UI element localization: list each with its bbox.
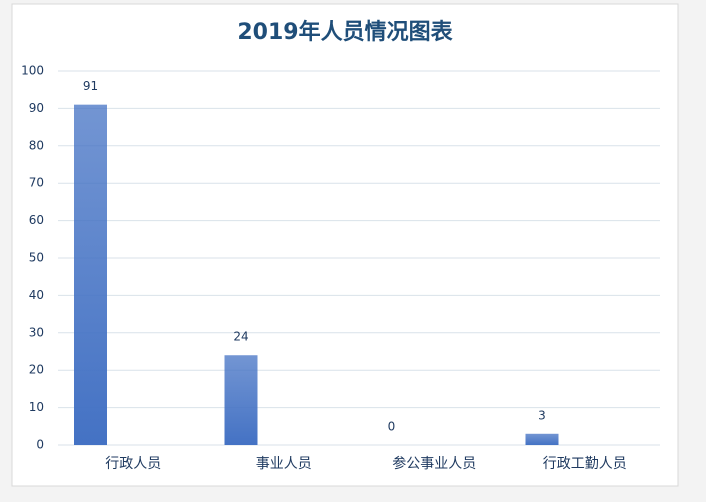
y-tick-label: 30 [29, 325, 44, 339]
y-tick-label: 70 [29, 176, 44, 190]
bar [525, 433, 559, 445]
y-tick-label: 20 [29, 363, 44, 377]
y-tick-label: 50 [29, 251, 44, 265]
y-tick-label: 40 [29, 288, 44, 302]
y-tick-label: 100 [21, 64, 44, 78]
bar [74, 104, 107, 445]
y-tick-label: 0 [36, 438, 44, 452]
y-tick-label: 60 [29, 213, 44, 227]
y-tick-label: 90 [29, 101, 44, 115]
data-label: 3 [538, 408, 546, 422]
bar [224, 355, 258, 445]
data-label: 24 [233, 330, 248, 344]
y-tick-label: 80 [29, 138, 44, 152]
chart-title: 2019年人员情况图表 [237, 19, 453, 45]
chart-frame [11, 3, 679, 487]
y-tick-label: 10 [29, 400, 44, 414]
data-label: 91 [83, 79, 98, 93]
x-tick-label: 行政工勤人员 [543, 456, 627, 472]
x-tick-label: 参公事业人员 [392, 455, 476, 472]
x-tick-label: 事业人员 [256, 456, 312, 472]
x-tick-label: 行政人员 [105, 456, 161, 472]
data-label: 0 [388, 420, 396, 434]
